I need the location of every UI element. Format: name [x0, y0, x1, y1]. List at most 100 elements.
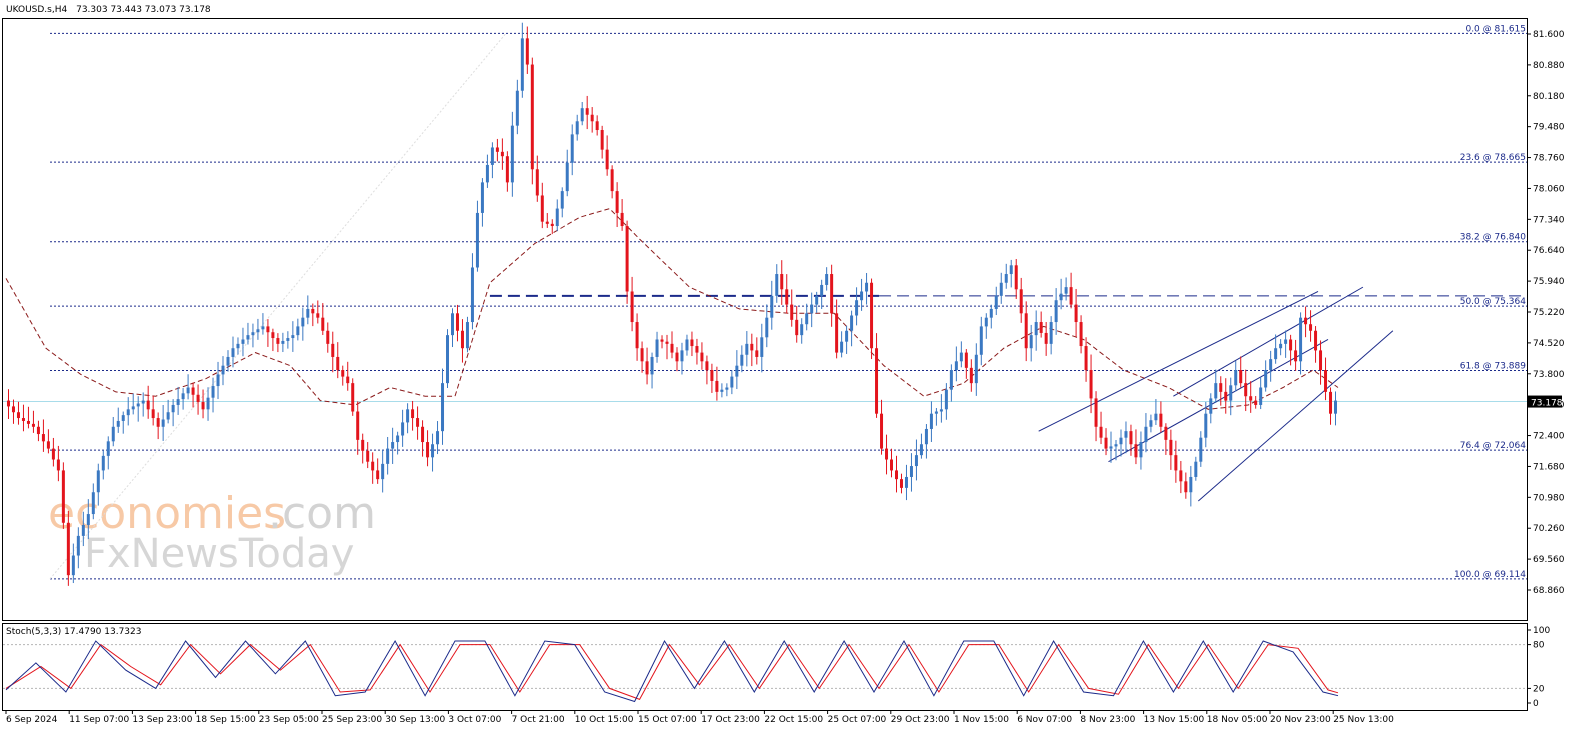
candle-body [939, 409, 943, 412]
candle-body [101, 455, 105, 471]
candle-body [1279, 343, 1283, 349]
candle-body [520, 38, 524, 91]
fib-label: 38.2 @ 76.840 [1460, 233, 1527, 243]
candle-body [426, 442, 430, 458]
candle [660, 335, 664, 349]
candle-body [595, 121, 599, 131]
candle-body [116, 420, 120, 427]
fibonacci-levels: 0.0 @ 81.615 23.6 @ 78.665 38.2 @ 76.840 50… [49, 24, 1527, 580]
candle [156, 412, 160, 440]
candle-body [495, 147, 499, 152]
candle [76, 527, 80, 569]
candle [620, 199, 624, 231]
time-label: 1 Nov 15:00 [954, 715, 1009, 725]
candle [311, 303, 315, 327]
candle [416, 406, 420, 440]
candle [1104, 428, 1108, 456]
candle-body [1239, 370, 1243, 384]
candle-body [61, 470, 65, 523]
price-tick-label: 72.400 [1533, 432, 1565, 442]
candle-body [1199, 437, 1203, 462]
candle [1229, 377, 1233, 416]
candle [860, 278, 864, 311]
candle [715, 366, 719, 401]
candle-body [610, 169, 614, 192]
candle [979, 316, 983, 366]
candle-body [675, 352, 679, 362]
candle-body [770, 295, 774, 318]
time-label: 3 Oct 07:00 [448, 715, 501, 725]
channel-line-upper2 [1173, 286, 1364, 397]
candle-body [640, 348, 644, 362]
candle [396, 431, 400, 455]
candle [1299, 312, 1303, 375]
candle [540, 182, 544, 229]
current-price-tag: 73.178 [1528, 395, 1563, 409]
candle [510, 111, 514, 197]
candle [825, 267, 829, 291]
candle [665, 334, 669, 360]
candle [1004, 263, 1008, 289]
candle-body [730, 376, 734, 388]
candle [181, 388, 185, 410]
candle [1264, 360, 1268, 392]
candle [1044, 322, 1048, 356]
candle [381, 449, 385, 493]
candle-body [1009, 265, 1013, 275]
candle-body [371, 461, 375, 471]
candle [800, 318, 804, 344]
candle [1084, 337, 1088, 382]
candle [1119, 429, 1123, 457]
candle-body [755, 350, 759, 357]
candle [201, 389, 205, 419]
candle [1269, 350, 1273, 382]
candle-body [21, 418, 25, 421]
candle-body [630, 291, 634, 323]
candle-body [1154, 413, 1158, 421]
candle [745, 331, 749, 367]
candle [326, 322, 330, 353]
candle-body [1119, 437, 1123, 445]
candle [426, 430, 430, 467]
candle [1184, 472, 1188, 499]
candle-body [480, 182, 484, 213]
candle [51, 437, 55, 467]
candle-body [820, 284, 824, 296]
candle-body [740, 354, 744, 366]
candle [1209, 393, 1213, 424]
candle-body [131, 406, 135, 410]
candle [1174, 440, 1178, 483]
candle-body [1064, 287, 1068, 294]
time-label: 20 Nov 23:00 [1270, 715, 1331, 725]
candle-body [680, 350, 684, 362]
candle [1334, 391, 1338, 426]
candle-body [625, 226, 629, 292]
candle [830, 264, 834, 327]
candle [570, 124, 574, 176]
candle [1009, 259, 1013, 288]
candle-body [336, 356, 340, 371]
candle-body [810, 304, 814, 314]
candle [919, 433, 923, 459]
candle-body [1144, 426, 1148, 443]
candle-body [201, 402, 205, 410]
candle-body [261, 326, 265, 330]
candle-body [296, 326, 300, 336]
candle [630, 276, 634, 332]
candle-body [1004, 274, 1008, 283]
stoch-signal-line [5, 643, 1339, 701]
candle [1249, 381, 1253, 413]
symbol-header: UKOUSD.s,H4 73.303 73.443 73.073 73.178 [6, 5, 211, 15]
candle [286, 331, 290, 349]
candle-body [665, 341, 669, 344]
candle [585, 95, 589, 130]
time-label: 15 Oct 07:00 [638, 715, 697, 725]
candle-body [505, 156, 509, 183]
candle-body [1249, 396, 1253, 401]
candle-body [994, 295, 998, 309]
candle-body [720, 389, 724, 392]
candle [1099, 411, 1103, 445]
candle-body [904, 476, 908, 488]
candle-body [1159, 413, 1163, 427]
